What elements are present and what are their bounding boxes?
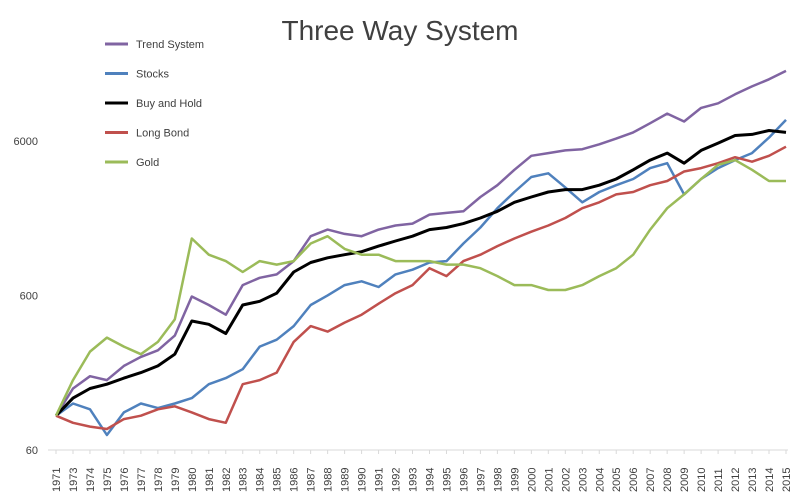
y-axis: 60 600 6000 [14, 136, 38, 457]
x-tick-label: 2006 [628, 468, 640, 492]
y-tick-label: 60 [26, 445, 38, 457]
y-tick-label: 6000 [14, 136, 38, 148]
x-tick-label: 1994 [424, 468, 436, 492]
x-tick-label: 1996 [458, 468, 470, 492]
x-tick-label: 2002 [560, 468, 572, 492]
legend-label: Gold [136, 157, 159, 169]
x-tick-label: 2015 [781, 468, 793, 492]
x-tick-label: 2001 [543, 468, 555, 492]
legend-label: Trend System [136, 39, 204, 51]
x-tick-label: 2008 [662, 468, 674, 492]
x-tick-label: 2010 [696, 468, 708, 492]
x-tick-label: 2009 [679, 468, 691, 492]
x-tick-label: 2003 [577, 468, 589, 492]
series-line-trend-system [54, 69, 787, 417]
x-tick-label: 1981 [204, 468, 216, 492]
x-tick-label: 2011 [713, 468, 725, 492]
x-tick-label: 1998 [492, 468, 504, 492]
legend-label: Buy and Hold [136, 98, 202, 110]
x-tick-label: 1990 [357, 468, 369, 492]
x-tick-label: 1974 [85, 468, 97, 492]
x-tick-label: 2000 [526, 468, 538, 492]
x-tick-label: 2013 [747, 468, 759, 492]
series-line-stocks [55, 119, 787, 437]
legend-label: Long Bond [136, 128, 189, 140]
x-tick-label: 1993 [408, 468, 420, 492]
x-tick-label: 1991 [374, 468, 386, 492]
x-tick-label: 2014 [764, 468, 776, 492]
legend-label: Stocks [136, 69, 170, 81]
x-tick-label: 1978 [153, 468, 165, 492]
x-tick-label: 1988 [323, 468, 335, 492]
series-lines [54, 69, 787, 437]
legend: Trend System Stocks Buy and Hold Long Bond G… [105, 39, 204, 169]
x-tick-label: 2012 [730, 468, 742, 492]
x-tick-label: 1983 [238, 468, 250, 492]
x-tick-label: 1971 [51, 468, 63, 492]
x-tick-label: 1989 [340, 468, 352, 492]
x-tick-label: 1995 [441, 468, 453, 492]
x-tick-label: 1977 [136, 468, 148, 492]
series-line-gold [54, 158, 786, 417]
x-tick-label: 1976 [119, 468, 131, 492]
x-tick-label: 1985 [272, 468, 284, 492]
x-tick-label: 1979 [170, 468, 182, 492]
chart-title: Three Way System [281, 15, 518, 46]
x-tick-label: 1987 [306, 468, 318, 492]
x-tick-label: 1999 [509, 468, 521, 492]
x-tick-label: 1975 [102, 468, 114, 492]
x-tick-label: 1982 [221, 468, 233, 492]
x-tick-label: 1984 [255, 468, 267, 492]
x-tick-label: 2007 [645, 468, 657, 492]
x-tick-label: 1973 [68, 468, 80, 492]
series-line-buy-and-hold [54, 129, 787, 417]
x-tick-label: 2005 [611, 468, 623, 492]
x-axis: 1971 1973 1974 1975 1976 1977 1978 1979 1980 1981… [48, 449, 793, 492]
x-tick-label: 1992 [391, 468, 403, 492]
x-tick-label: 1980 [187, 468, 199, 492]
x-tick-label: 1997 [475, 468, 487, 492]
x-tick-label: 2004 [594, 468, 606, 492]
x-tick-label: 1986 [289, 468, 301, 492]
y-tick-label: 600 [20, 290, 38, 302]
series-line-long-bond [55, 145, 787, 431]
